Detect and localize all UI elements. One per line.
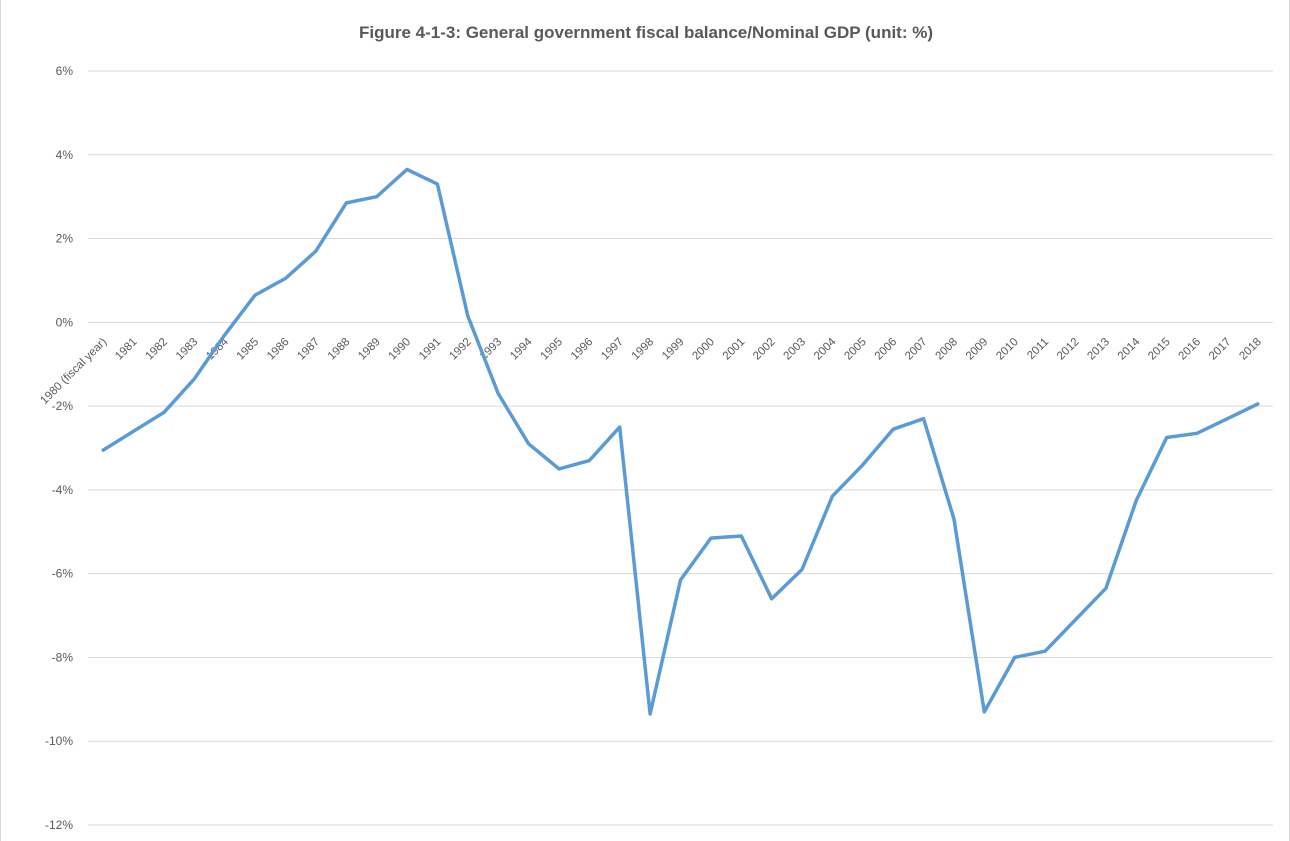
data-point [983,710,986,713]
x-tick-label: 2011 [1025,336,1051,362]
data-point [831,495,834,498]
x-tick-label: 2017 [1207,336,1234,363]
x-tick-label: 1989 [356,336,383,363]
y-tick-label: -4% [52,483,74,497]
data-point [406,168,409,171]
data-point [801,568,804,571]
data-point [922,417,925,420]
data-point [1165,436,1168,439]
y-tick-label: 4% [56,148,74,162]
y-tick-label: -6% [52,567,74,581]
x-tick-label: 1995 [539,336,566,363]
x-tick-label: 2008 [934,336,961,363]
data-point [223,333,226,336]
x-tick-label: 1980 (fiscal year) [38,336,109,407]
x-tick-label: 1994 [508,336,535,363]
x-tick-label: 2001 [721,336,748,363]
y-tick-label: 0% [56,315,74,329]
x-tick-label: 1981 [113,336,140,363]
x-tick-label: 1992 [447,336,474,363]
x-tick-label: 2012 [1055,336,1082,363]
data-point [1104,587,1107,590]
data-point [497,392,500,395]
data-point [770,597,773,600]
data-point [254,294,257,297]
x-tick-label: 2005 [842,336,869,363]
x-tick-label: 1998 [630,336,657,363]
data-point [1196,432,1199,435]
data-point [588,459,591,462]
x-axis-labels: 1980 (fiscal year) 1981 1982 1983 1984 1985 19… [38,336,1263,407]
y-tick-label: -2% [52,399,74,413]
y-tick-label: -12% [45,818,73,832]
data-point [102,449,105,452]
x-tick-label: 1985 [235,336,262,363]
x-tick-label: 2006 [873,336,900,363]
x-tick-label: 1988 [326,336,353,363]
x-tick-label: 2014 [1116,336,1143,363]
data-point [618,426,621,429]
data-point [892,428,895,431]
x-tick-label: 2016 [1177,336,1204,363]
data-point [861,463,864,466]
data-point [709,537,712,540]
x-tick-label: 2013 [1085,336,1112,363]
data-point [193,377,196,380]
x-tick-label: 2018 [1237,336,1264,363]
data-point [679,578,682,581]
data-point [1135,499,1138,502]
data-point [1074,618,1077,621]
data-point [557,467,560,470]
x-tick-label: 1983 [174,336,201,363]
data-point [952,518,955,521]
x-tick-label: 1982 [144,336,171,363]
x-tick-label: 1999 [660,336,687,363]
x-tick-label: 1990 [387,336,414,363]
y-tick-label: -10% [45,734,73,748]
series-line-fiscal-balance [103,169,1258,714]
data-point [1226,417,1229,420]
x-tick-label: 2004 [812,336,839,363]
x-tick-label: 1997 [599,336,626,363]
x-tick-label: 1996 [569,336,596,363]
chart-title: Figure 4-1-3: General government fiscal … [359,23,933,42]
data-point [649,712,652,715]
x-tick-label: 2015 [1146,336,1173,363]
data-point [345,201,348,204]
data-point [132,430,135,433]
data-point [314,250,317,253]
y-tick-label: 2% [56,232,74,246]
data-point [527,442,530,445]
data-point [1256,403,1259,406]
data-point [1013,656,1016,659]
data-point [740,534,743,537]
data-points [102,168,1260,716]
x-tick-label: 1991 [417,336,444,363]
x-tick-label: 1987 [295,336,322,363]
data-point [284,277,287,280]
y-tick-label: -8% [52,650,74,664]
x-tick-label: 2003 [782,336,809,363]
x-tick-label: 2000 [690,336,717,363]
x-tick-label: 2007 [903,336,930,363]
data-point [436,183,439,186]
y-tick-label: 6% [56,64,74,78]
data-point [375,195,378,198]
gridlines [88,71,1273,825]
data-point [466,315,469,318]
x-tick-label: 1986 [265,336,292,363]
x-tick-label: 2009 [964,336,991,363]
x-tick-label: 2002 [751,336,778,363]
data-point [1044,650,1047,653]
data-point [162,411,165,414]
y-axis-labels: 6% 4% 2% 0% -2% -4% -6% -8% -10% -12% [45,64,73,832]
x-tick-label: 2010 [994,336,1021,363]
